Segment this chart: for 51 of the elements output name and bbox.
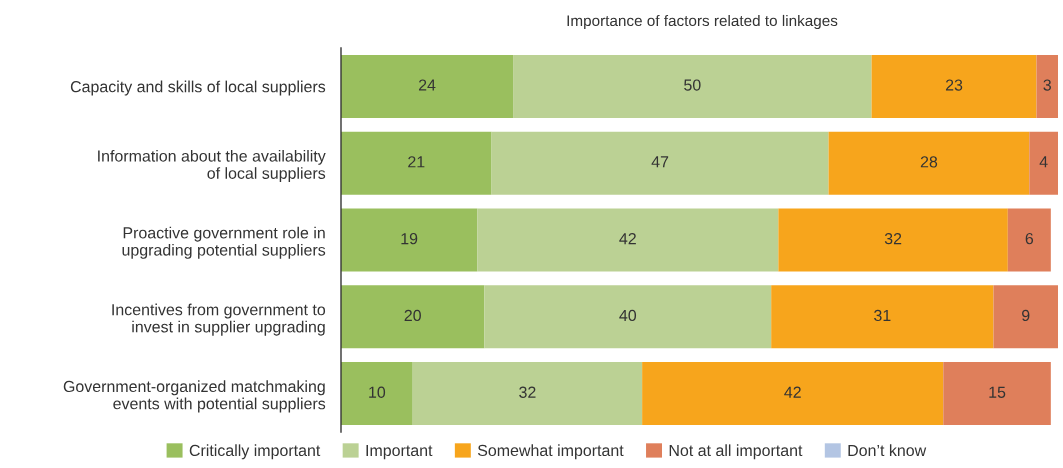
- legend-label: Don’t know: [848, 444, 927, 457]
- y-tick-label: Government-organized matchmaking events with potential suppliers: [63, 380, 326, 413]
- bar: [828, 131, 1030, 195]
- data-label: 3: [1043, 79, 1051, 91]
- bar: [993, 285, 1058, 349]
- data-label: 47: [651, 156, 669, 168]
- data-label: 4: [1039, 156, 1048, 168]
- data-label: 50: [684, 79, 701, 91]
- bar: [778, 208, 1008, 272]
- bar: [642, 362, 944, 426]
- data-label: 9: [1022, 309, 1030, 322]
- data-label: 21: [408, 156, 425, 168]
- data-label: 42: [784, 386, 801, 398]
- data-label: 40: [619, 309, 637, 322]
- bar: [477, 208, 779, 272]
- y-tick-label: Information about the availability of local suppliers: [98, 149, 326, 183]
- bar: [491, 131, 829, 195]
- data-label: 10: [369, 386, 386, 398]
- data-label: 15: [989, 386, 1006, 398]
- y-tick-label: Capacity and skills of local suppliers: [70, 80, 326, 96]
- bar: [513, 54, 872, 118]
- bar: [943, 362, 1051, 426]
- bar: [1007, 208, 1051, 272]
- y-tick-label: Incentives from government to invest in supplier upgrading: [112, 303, 326, 336]
- legend-label: Important: [366, 444, 433, 460]
- data-label: 24: [418, 79, 436, 91]
- data-label: 20: [404, 309, 421, 322]
- bar: [341, 285, 485, 349]
- bar: [1029, 131, 1058, 195]
- bar: [771, 285, 994, 349]
- chart-title: Importance of factors related to linkages: [567, 14, 838, 30]
- data-label: 32: [884, 232, 902, 245]
- data-label: 6: [1025, 232, 1034, 245]
- bar: [1036, 54, 1058, 118]
- bar: [341, 208, 478, 272]
- data-label: 23: [945, 79, 963, 91]
- y-tick-label: Proactive government role in upgrading potential suppliers: [122, 226, 326, 259]
- data-label: 31: [874, 309, 891, 322]
- legend-label: Not at all important: [669, 444, 803, 460]
- data-label: 28: [920, 156, 938, 168]
- bar: [412, 362, 643, 426]
- legend-label: Critically important: [189, 444, 321, 460]
- bar: [341, 131, 492, 195]
- bar: [484, 285, 772, 349]
- bar: [341, 54, 514, 118]
- bar: [341, 362, 413, 426]
- bar: [871, 54, 1037, 118]
- data-label: 19: [401, 232, 418, 245]
- legend-label: Somewhat important: [477, 444, 624, 460]
- data-label: 42: [619, 232, 636, 245]
- data-label: 32: [519, 386, 536, 398]
